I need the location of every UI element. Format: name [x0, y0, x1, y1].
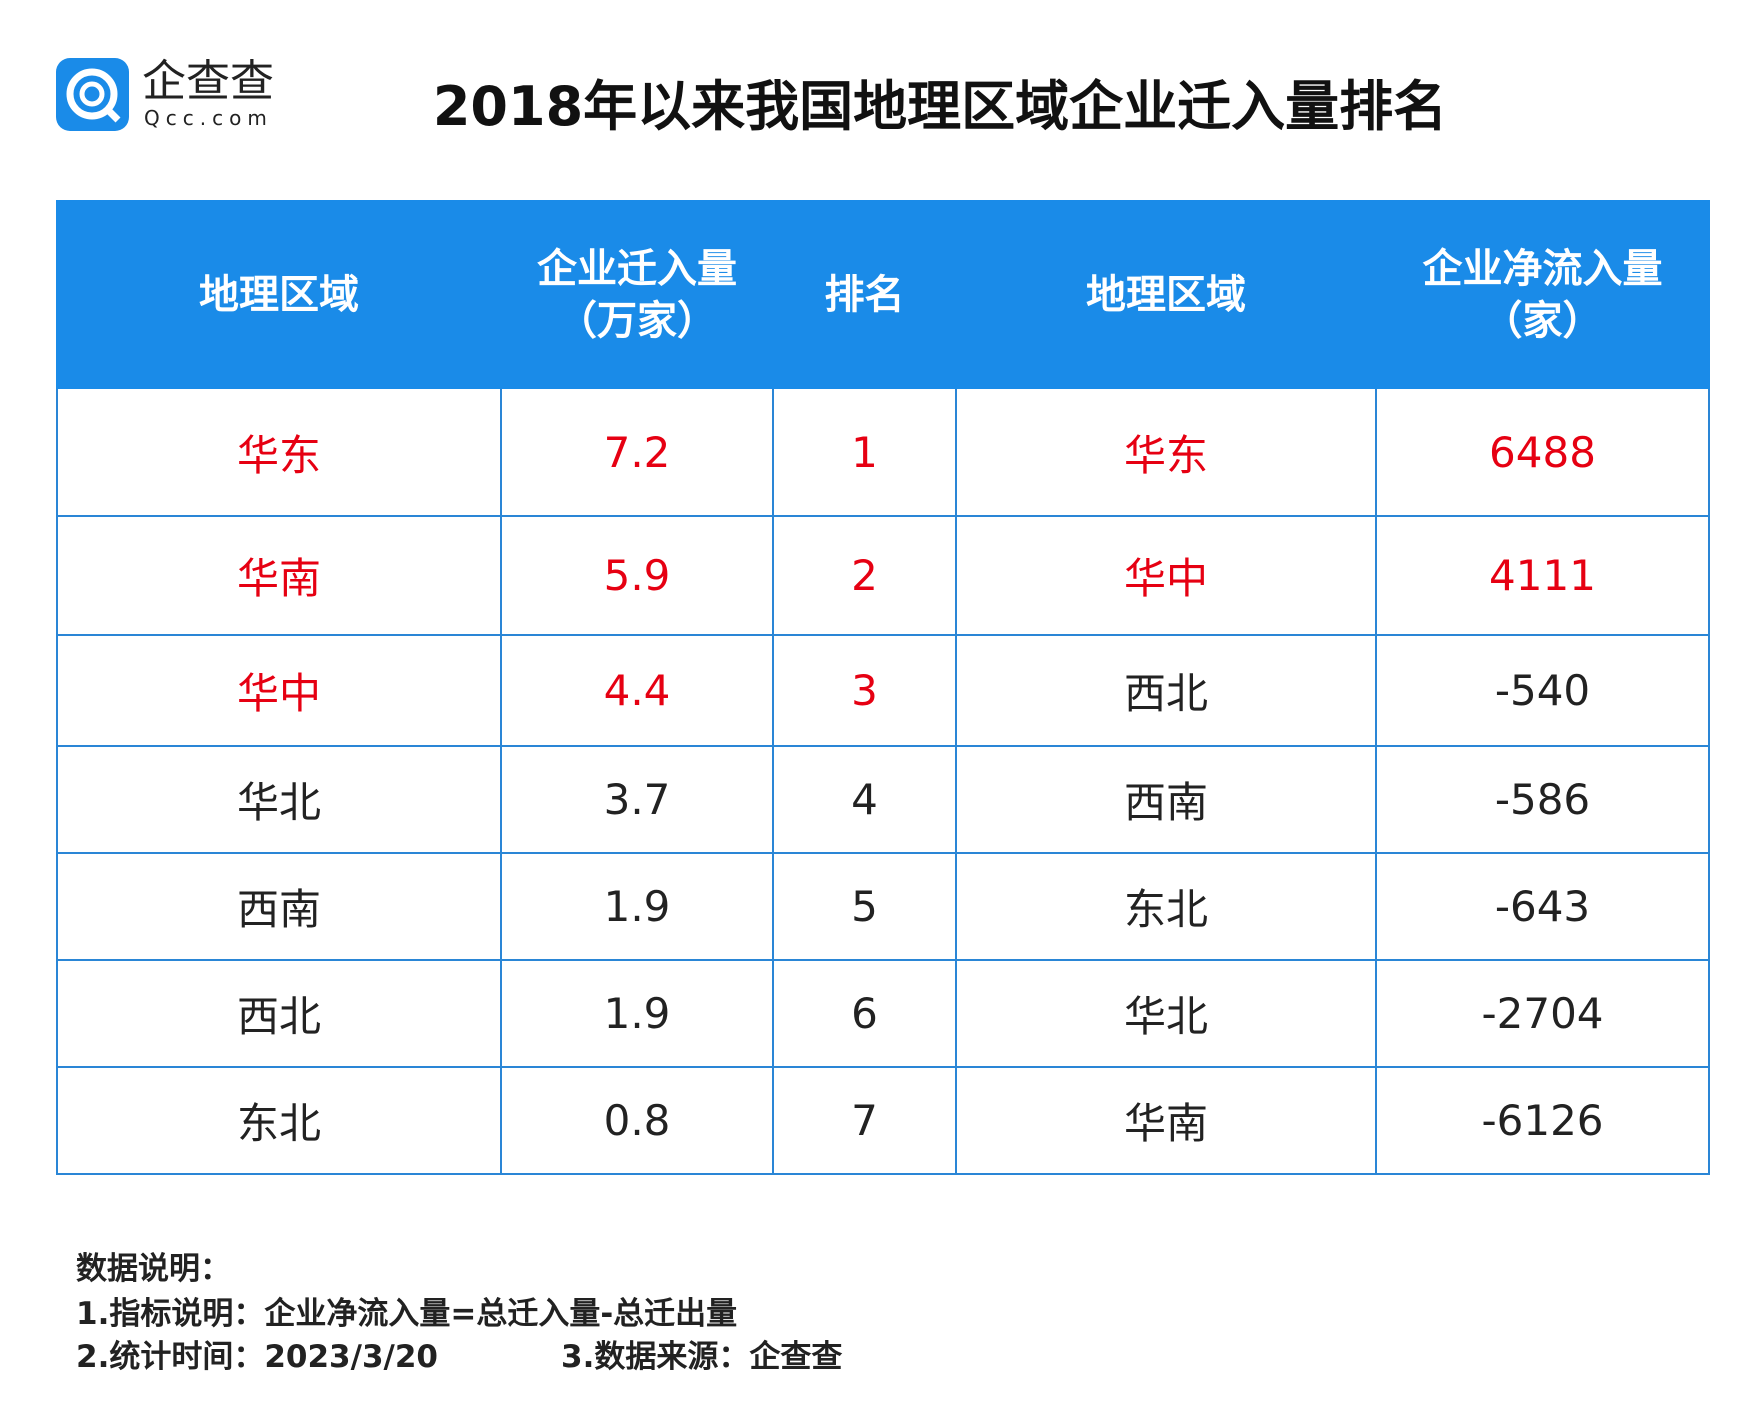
column-header: 企业净流入量 （家）	[1375, 200, 1710, 389]
column-header: 地理区域	[955, 200, 1377, 389]
cell: 1	[772, 387, 957, 517]
cell: -540	[1375, 634, 1710, 747]
title: 2018年以来我国地理区域企业迁入量排名	[432, 75, 1448, 138]
header-line: 地理区域	[1086, 271, 1246, 318]
header-row: 地理区域 企业迁入量 （万家） 排名 地理区域 企业净流入量 （家）	[56, 200, 1710, 389]
header-line: 地理区域	[199, 271, 359, 318]
table-row: 西北 1.9 6 华北 -2704	[56, 959, 1710, 1068]
cell: 4	[772, 745, 957, 854]
header-line: 企业净流入量	[1422, 245, 1663, 292]
table: 地理区域 企业迁入量 （万家） 排名 地理区域 企业净流入量 （家） 华东 7.2 1 华东 648…	[56, 200, 1710, 1175]
note: 2.统计时间：2023/3/20	[76, 1339, 438, 1375]
cell: 0.8	[500, 1066, 774, 1175]
column-header: 地理区域	[56, 200, 502, 389]
cell: 2	[772, 515, 957, 636]
logo-name: 企查查	[142, 56, 274, 107]
logo-icon	[56, 58, 129, 131]
cell: 1.9	[500, 959, 774, 1068]
cell: 华南	[56, 515, 502, 636]
header-line: （万家）	[557, 297, 717, 344]
table-row: 华中 4.4 3 西北 -540	[56, 634, 1710, 747]
cell: 西南	[955, 745, 1377, 854]
logo-glyph	[66, 68, 121, 123]
cell: 5	[772, 852, 957, 961]
cell: 东北	[955, 852, 1377, 961]
cell: 1.9	[500, 852, 774, 961]
header-line: （家）	[1482, 297, 1603, 344]
cell: 4.4	[500, 634, 774, 747]
cell: 3	[772, 634, 957, 747]
cell: -586	[1375, 745, 1710, 854]
cell: -643	[1375, 852, 1710, 961]
cell: 华中	[56, 634, 502, 747]
cell: 7.2	[500, 387, 774, 517]
header-line: 企业迁入量	[537, 245, 737, 292]
logo-url: Qcc.com	[144, 106, 273, 130]
cell: 3.7	[500, 745, 774, 854]
column-header: 企业迁入量 （万家）	[500, 200, 774, 389]
cell: 5.9	[500, 515, 774, 636]
header-line: 排名	[824, 271, 905, 318]
cell: 西南	[56, 852, 502, 961]
cell: -2704	[1375, 959, 1710, 1068]
note: 1.指标说明：企业净流入量=总迁入量-总迁出量	[76, 1296, 738, 1332]
note: 3.数据来源：企查查	[561, 1339, 843, 1375]
cell: 华北	[56, 745, 502, 854]
cell: -6126	[1375, 1066, 1710, 1175]
column-header: 排名	[772, 200, 957, 389]
table-row: 东北 0.8 7 华南 -6126	[56, 1066, 1710, 1175]
notes-heading: 数据说明：	[76, 1251, 231, 1287]
cell: 6	[772, 959, 957, 1068]
cell: 华中	[955, 515, 1377, 636]
cell: 西北	[955, 634, 1377, 747]
table-row: 华北 3.7 4 西南 -586	[56, 745, 1710, 854]
cell: 4111	[1375, 515, 1710, 636]
cell: 7	[772, 1066, 957, 1175]
cell: 东北	[56, 1066, 502, 1175]
cell: 6488	[1375, 387, 1710, 517]
cell: 华东	[955, 387, 1377, 517]
cell: 华北	[955, 959, 1377, 1068]
cell: 华南	[955, 1066, 1377, 1175]
table-row: 华南 5.9 2 华中 4111	[56, 515, 1710, 636]
table-row: 西南 1.9 5 东北 -643	[56, 852, 1710, 961]
table-row: 华东 7.2 1 华东 6488	[56, 387, 1710, 517]
cell: 西北	[56, 959, 502, 1068]
cell: 华东	[56, 387, 502, 517]
